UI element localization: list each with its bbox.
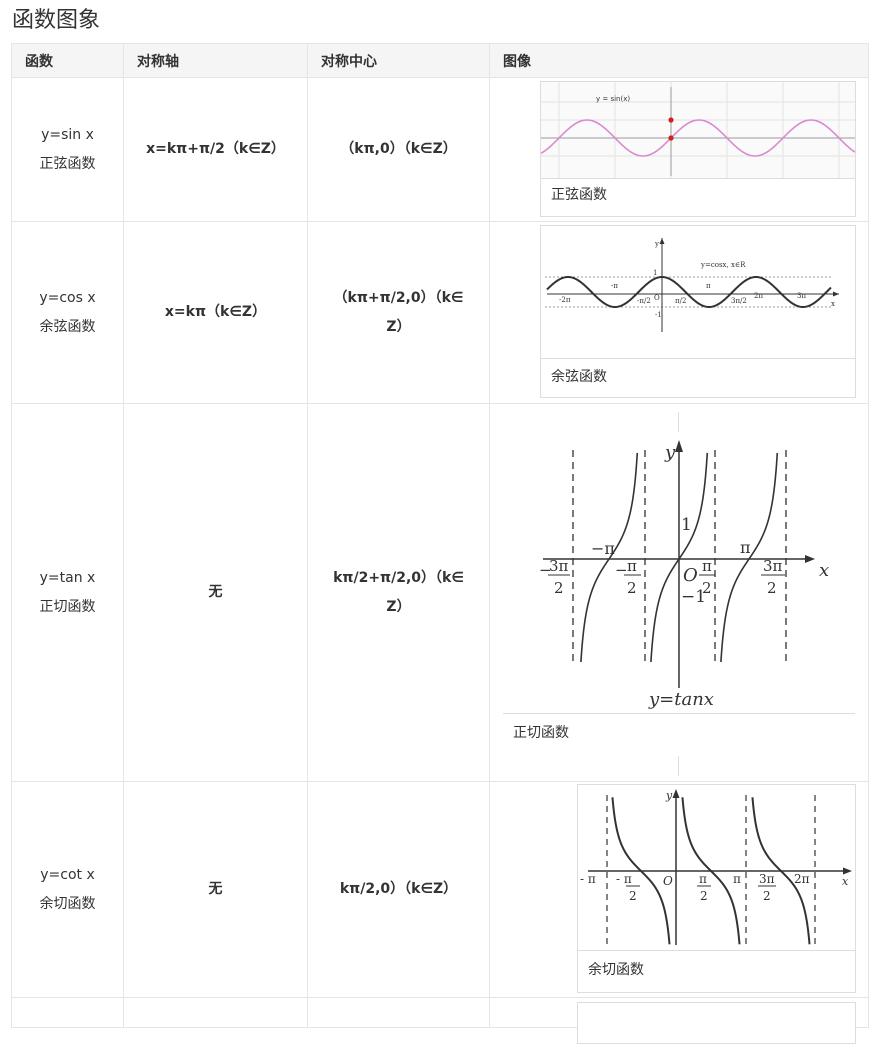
header-center: 对称中心 (307, 43, 490, 78)
svg-text:- π: - π (616, 872, 632, 886)
function-cell: y=sin x 正弦函数 (11, 77, 124, 222)
table-row: y=cot x 余切函数 无 kπ/2,0）（k∈Z） (11, 781, 869, 998)
axis-cell: x=kπ+π/2（k∈Z） (123, 77, 308, 222)
svg-text:1: 1 (653, 269, 657, 277)
table-row: y=sin x 正弦函数 x=kπ+π/2（k∈Z） （kπ,0）（k∈Z） (11, 77, 869, 222)
function-table: 函数 对称轴 对称中心 图像 y=sin x 正弦函数 x=kπ+π/2（k∈Z… (11, 43, 869, 1044)
svg-text:π: π (627, 557, 637, 575)
svg-text:2: 2 (700, 889, 708, 903)
table-row: y=cos x 余弦函数 x=kπ（k∈Z） （kπ+π/2,0）（k∈ Z） (11, 221, 869, 404)
graph-caption: 正切函数 (513, 725, 569, 741)
graph-caption: 余切函数 (588, 962, 644, 978)
svg-text:2π: 2π (794, 872, 810, 886)
svg-text:1: 1 (681, 515, 692, 535)
svg-text:3π/2: 3π/2 (731, 297, 747, 305)
function-name: 正切函数 (39, 598, 96, 615)
center-cell: （kπ,0）（k∈Z） (307, 77, 490, 222)
svg-text:π: π (733, 872, 741, 886)
graph-caption: 正弦函数 (551, 187, 607, 203)
svg-text:2π: 2π (754, 292, 763, 300)
graph-cell (489, 997, 869, 1044)
function-cell: y=cot x 余切函数 (11, 781, 124, 998)
svg-text:−1: −1 (681, 587, 706, 607)
sine-graph-label: y = sin(x) (596, 95, 630, 103)
axis-cell: 无 (123, 403, 308, 782)
table-header-row: 函数 对称轴 对称中心 图像 (11, 43, 869, 78)
svg-text:π: π (699, 872, 707, 886)
svg-text:x: x (819, 560, 829, 581)
svg-text:3π: 3π (759, 872, 775, 886)
svg-text:3π: 3π (797, 292, 806, 300)
cosine-graph-label: y=cosx, x∈R (700, 261, 746, 269)
svg-text:y: y (664, 442, 676, 463)
cosine-graph-figure: y 1 O -1 -2π -π -π/2 π/2 π 3π/2 2π 3π (540, 225, 856, 398)
svg-text:π: π (740, 538, 751, 557)
svg-text:2: 2 (554, 579, 564, 597)
graph-cell: y = sin(x) 正弦函数 (489, 77, 869, 222)
svg-text:2: 2 (627, 579, 637, 597)
axis-cell: 无 (123, 781, 308, 998)
graph-cell: y 1 O -1 -2π -π -π/2 π/2 π 3π/2 2π 3π (489, 221, 869, 404)
function-cell: y=tan x 正切函数 (11, 403, 124, 782)
function-formula: y=tan x (39, 569, 96, 586)
cotangent-graph-image: y x O - π - π 2 π 2 π 3π (580, 789, 852, 945)
page-title: 函数图象 (12, 8, 101, 33)
center-line-1: kπ/2+π/2,0）（k∈ (333, 569, 464, 586)
function-name: 正弦函数 (39, 155, 96, 172)
svg-text:- π: - π (580, 872, 596, 886)
svg-text:2: 2 (702, 579, 712, 597)
svg-text:x: x (842, 875, 849, 888)
function-name: 余弦函数 (39, 318, 96, 335)
center-line-2: Z） (386, 598, 411, 615)
svg-text:−π: −π (591, 539, 615, 558)
graph-cell: y x O - π - π 2 π 2 π 3π (489, 781, 869, 998)
graph-caption: 余弦函数 (551, 369, 607, 385)
svg-text:π: π (702, 557, 712, 575)
center-cell: （kπ+π/2,0）（k∈ Z） (307, 221, 490, 404)
tangent-graph-image: y x O 1 −1 −π π − 3π 2 − π (539, 440, 829, 710)
svg-text:π/2: π/2 (675, 297, 686, 305)
svg-text:O: O (654, 294, 660, 302)
graph-cell: y x O 1 −1 −π π − 3π 2 − π (489, 403, 869, 782)
svg-text:-π: -π (611, 282, 618, 290)
function-name: 余切函数 (39, 895, 96, 912)
center-line-2: Z） (386, 318, 411, 335)
svg-text:2: 2 (629, 889, 637, 903)
svg-text:2: 2 (763, 889, 771, 903)
svg-text:O: O (663, 874, 673, 888)
svg-text:π: π (706, 282, 711, 290)
sine-graph-image: y = sin(x) (541, 82, 855, 178)
tangent-graph-label: y=tanx (648, 689, 714, 710)
cosine-graph-image: y 1 O -1 -2π -π -π/2 π/2 π 3π/2 2π 3π (545, 238, 839, 332)
table-row: y=tan x 正切函数 无 kπ/2+π/2,0）（k∈ Z） (11, 403, 869, 782)
svg-text:-π/2: -π/2 (637, 297, 651, 305)
header-graph: 图像 (489, 43, 869, 78)
svg-text:-1: -1 (655, 311, 662, 319)
table-row (11, 997, 869, 1044)
svg-text:-2π: -2π (559, 296, 571, 304)
tangent-graph-figure: y x O 1 −1 −π π − 3π 2 − π (503, 432, 855, 762)
svg-text:y: y (665, 789, 673, 802)
center-cell: kπ/2,0）（k∈Z） (307, 781, 490, 998)
center-cell: kπ/2+π/2,0）（k∈ Z） (307, 403, 490, 782)
axis-cell: x=kπ（k∈Z） (123, 221, 308, 404)
function-formula: y=sin x (41, 126, 94, 143)
svg-text:3π: 3π (549, 557, 569, 575)
svg-text:3π: 3π (763, 557, 783, 575)
svg-text:−: − (615, 561, 628, 579)
center-line-1: （kπ+π/2,0）（k∈ (333, 289, 464, 306)
header-function: 函数 (11, 43, 124, 78)
svg-text:y: y (654, 240, 659, 248)
sine-graph-figure: y = sin(x) 正弦函数 (540, 81, 856, 217)
svg-text:x: x (831, 300, 835, 308)
function-cell: y=cos x 余弦函数 (11, 221, 124, 404)
svg-text:O: O (683, 565, 698, 586)
function-formula: y=cos x (39, 289, 96, 306)
header-axis: 对称轴 (123, 43, 308, 78)
function-formula: y=cot x (40, 866, 95, 883)
svg-text:2: 2 (767, 579, 777, 597)
cotangent-graph-figure: y x O - π - π 2 π 2 π 3π (577, 784, 856, 993)
